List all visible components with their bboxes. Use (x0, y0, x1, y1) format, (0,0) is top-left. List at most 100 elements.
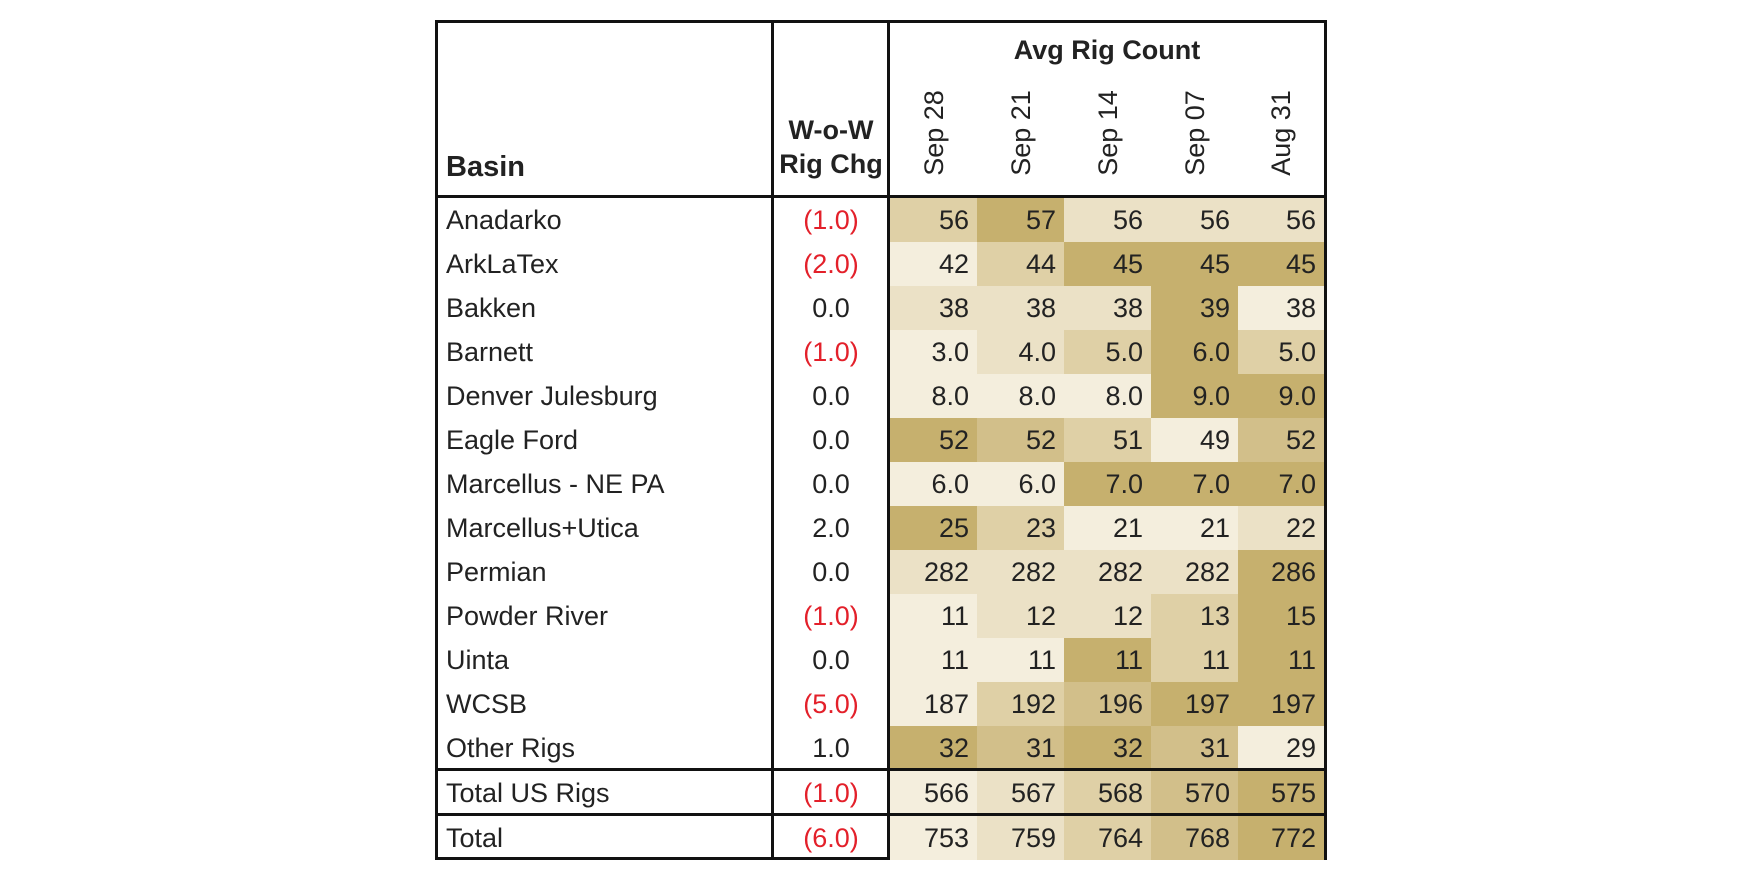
wow-rig-change: (1.0) (803, 778, 859, 808)
wow-rig-change: 0.0 (812, 425, 850, 455)
rig-count-cell: 6.0 (977, 462, 1064, 506)
table-row: Uinta 0.0 11 11 11 11 11 (438, 638, 1324, 682)
rig-count-cell: 11 (1238, 638, 1324, 682)
rig-count-cell: 7.0 (1151, 462, 1238, 506)
basin-name: Powder River (446, 601, 609, 631)
basin-name: Bakken (446, 293, 537, 323)
wow-rig-change: 0.0 (812, 381, 850, 411)
rig-count-cell: 196 (1064, 682, 1151, 726)
rig-count-cell: 56 (1064, 198, 1151, 242)
rig-count-cell: 13 (1151, 594, 1238, 638)
basin-name: Marcellus - NE PA (446, 469, 665, 499)
wow-rig-change: 0.0 (812, 469, 850, 499)
basin-name: Denver Julesburg (446, 381, 658, 411)
total-divider (438, 813, 1324, 816)
rig-count-cell: 3.0 (890, 330, 977, 374)
rig-count-cell: 22 (1238, 506, 1324, 550)
rig-count-cell: 52 (890, 418, 977, 462)
rig-count-cell: 768 (1151, 816, 1238, 860)
rig-count-cell: 29 (1238, 726, 1324, 770)
total-us-rigs-row: Total US Rigs (1.0) 566 567 568 570 575 (438, 771, 1324, 815)
basin-name: Permian (446, 557, 547, 587)
rig-count-cell: 23 (977, 506, 1064, 550)
basin-name: Barnett (446, 337, 534, 367)
rig-count-cell: 49 (1151, 418, 1238, 462)
table-row: Other Rigs 1.0 32 31 32 31 29 (438, 726, 1324, 770)
wow-rig-change: 1.0 (812, 733, 850, 763)
header-wow-line2: Rig Chg (779, 149, 883, 179)
rig-count-cell: 39 (1151, 286, 1238, 330)
basin-name: Eagle Ford (446, 425, 579, 455)
rig-count-cell: 9.0 (1151, 374, 1238, 418)
table-row: Barnett (1.0) 3.0 4.0 5.0 6.0 5.0 (438, 330, 1324, 374)
rig-count-table: Basin W-o-W Rig Chg Avg Rig Count Sep 28… (435, 20, 1327, 860)
rig-count-cell: 8.0 (1064, 374, 1151, 418)
wow-rig-change: (1.0) (803, 337, 859, 367)
rig-count-cell: 187 (890, 682, 977, 726)
rig-count-cell: 568 (1064, 771, 1151, 815)
header-date: Sep 28 (919, 90, 949, 176)
rig-count-cell: 5.0 (1238, 330, 1324, 374)
rig-count-cell: 45 (1151, 242, 1238, 286)
header-avg-rig-count: Avg Rig Count (1013, 35, 1201, 65)
rig-count-cell: 566 (890, 771, 977, 815)
basin-name: Anadarko (446, 205, 562, 235)
rig-count-cell: 6.0 (1151, 330, 1238, 374)
rig-count-cell: 44 (977, 242, 1064, 286)
rig-count-cell: 31 (977, 726, 1064, 770)
header-date: Sep 14 (1093, 90, 1123, 176)
header-date: Aug 31 (1266, 90, 1296, 176)
rig-count-cell: 11 (1151, 638, 1238, 682)
total-us-divider (438, 768, 1324, 771)
rig-count-cell: 9.0 (1238, 374, 1324, 418)
table-row: WCSB (5.0) 187 192 196 197 197 (438, 682, 1324, 726)
rig-count-cell: 197 (1238, 682, 1324, 726)
rig-count-cell: 772 (1238, 816, 1324, 860)
rig-count-cell: 282 (1064, 550, 1151, 594)
rig-count-cell: 570 (1151, 771, 1238, 815)
rig-count-cell: 764 (1064, 816, 1151, 860)
header-divider (438, 195, 1324, 198)
wow-rig-change: 0.0 (812, 293, 850, 323)
wow-rig-change: (6.0) (803, 823, 859, 853)
rig-count-cell: 282 (890, 550, 977, 594)
rig-count-cell: 38 (1238, 286, 1324, 330)
rig-count-cell: 759 (977, 816, 1064, 860)
rig-count-cell: 52 (977, 418, 1064, 462)
rig-count-cell: 42 (890, 242, 977, 286)
rig-count-cell: 286 (1238, 550, 1324, 594)
wow-rig-change: (1.0) (803, 601, 859, 631)
wow-rig-change: (2.0) (803, 249, 859, 279)
rig-count-cell: 32 (1064, 726, 1151, 770)
rig-count-cell: 11 (890, 638, 977, 682)
rig-count-cell: 11 (1064, 638, 1151, 682)
total-row: Total (6.0) 753 759 764 768 772 (438, 816, 1324, 860)
rig-count-cell: 11 (977, 638, 1064, 682)
basin-name: WCSB (446, 689, 527, 719)
rig-count-cell: 5.0 (1064, 330, 1151, 374)
rig-count-cell: 32 (890, 726, 977, 770)
rig-count-cell: 282 (1151, 550, 1238, 594)
wow-rig-change: (1.0) (803, 205, 859, 235)
rig-count-cell: 56 (1151, 198, 1238, 242)
header-wow-line1: W-o-W (788, 115, 874, 145)
basin-name: Total (446, 823, 504, 853)
rig-count-cell: 8.0 (977, 374, 1064, 418)
rig-count-cell: 7.0 (1064, 462, 1151, 506)
basin-name: Marcellus+Utica (446, 513, 639, 543)
header-wow-rig-chg: W-o-W Rig Chg (774, 113, 888, 181)
header-date: Sep 21 (1006, 90, 1036, 176)
header-date: Sep 07 (1180, 90, 1210, 176)
rig-count-cell: 52 (1238, 418, 1324, 462)
rig-count-cell: 56 (890, 198, 977, 242)
rig-count-cell: 567 (977, 771, 1064, 815)
table-row: ArkLaTex (2.0) 42 44 45 45 45 (438, 242, 1324, 286)
rig-count-cell: 25 (890, 506, 977, 550)
rig-count-cell: 38 (1064, 286, 1151, 330)
table-row: Marcellus - NE PA 0.0 6.0 6.0 7.0 7.0 7.0 (438, 462, 1324, 506)
table-row: Marcellus+Utica 2.0 25 23 21 21 22 (438, 506, 1324, 550)
table-row: Eagle Ford 0.0 52 52 51 49 52 (438, 418, 1324, 462)
wow-rig-change: 0.0 (812, 645, 850, 675)
wow-rig-change: 2.0 (812, 513, 850, 543)
table-row: Powder River (1.0) 11 12 12 13 15 (438, 594, 1324, 638)
